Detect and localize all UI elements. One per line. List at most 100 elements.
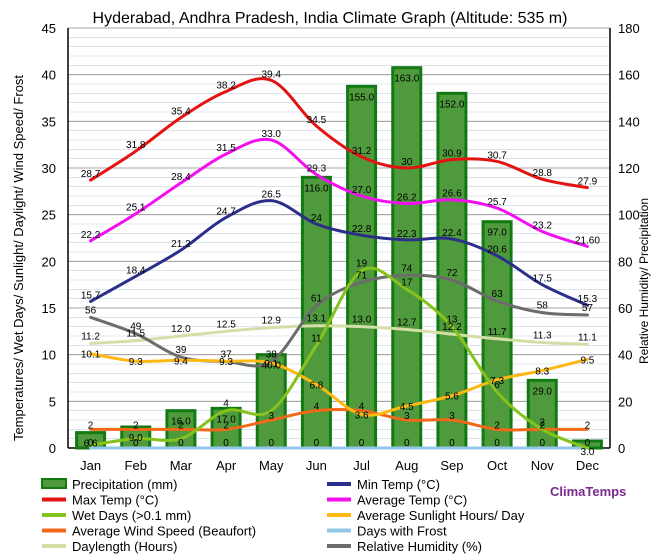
data-label-humidity: 57 xyxy=(582,303,594,314)
data-label-max: 31.8 xyxy=(126,140,146,151)
data-label-humidity: 72 xyxy=(446,268,458,279)
data-label-min: 15.7 xyxy=(81,290,101,301)
data-label-humidity: 71 xyxy=(356,270,368,281)
data-label-avg: 31.5 xyxy=(216,143,236,154)
data-label-sun: 9.3 xyxy=(219,357,233,368)
y-tick-label-right: 160 xyxy=(618,68,640,83)
legend-label-avg: Average Temp (°C) xyxy=(357,493,467,508)
data-label-wind: 2 xyxy=(88,420,94,431)
legend: Precipitation (mm) Min Temp (°C) Max Temp … xyxy=(41,477,525,554)
legend-label-frost: Days with Frost xyxy=(357,524,447,539)
data-label-max: 27.9 xyxy=(578,177,598,188)
data-label-min: 22.8 xyxy=(352,224,372,235)
data-label-sun: 10.1 xyxy=(81,350,101,361)
legend-label-precip: Precipitation (mm) xyxy=(72,477,177,492)
x-tick-label: Dec xyxy=(576,458,600,473)
data-label-daylength: 12.5 xyxy=(216,319,236,330)
data-label-frost: 0 xyxy=(359,438,365,449)
y-tick-label-left: 40 xyxy=(42,68,56,83)
data-label-wind: 3 xyxy=(268,411,274,422)
y-tick-label-right: 20 xyxy=(618,394,632,409)
data-label-wind: 2 xyxy=(539,420,545,431)
data-label-avg: 33.0 xyxy=(262,129,282,140)
data-label-precipitation: 40.0 xyxy=(262,361,282,372)
data-label-sun: 6.8 xyxy=(309,381,323,392)
data-label-min: 22.3 xyxy=(397,229,417,240)
data-label-avg: 25.7 xyxy=(487,197,507,208)
data-label-min: 26.5 xyxy=(262,190,282,201)
x-tick-label: Mar xyxy=(170,458,193,473)
data-label-frost: 0 xyxy=(178,438,184,449)
data-label-humidity: 61 xyxy=(311,294,323,305)
data-label-precipitation: 16.0 xyxy=(171,417,191,428)
y-tick-label-left: 15 xyxy=(42,301,56,316)
data-label-avg: 26.6 xyxy=(442,189,462,200)
data-label-max: 30.7 xyxy=(487,150,507,161)
data-label-wet: 19 xyxy=(356,259,368,270)
series-line-max xyxy=(89,77,589,190)
data-label-daylength: 12.2 xyxy=(442,322,462,333)
data-label-daylength: 13.0 xyxy=(352,315,372,326)
data-label-frost: 0 xyxy=(494,438,500,449)
x-tick-label: Nov xyxy=(531,458,555,473)
data-label-frost: 0 xyxy=(585,438,591,449)
data-label-wind: 4 xyxy=(314,402,320,413)
data-label-wet: 13 xyxy=(446,315,458,326)
y-tick-label-right: 80 xyxy=(618,254,632,269)
x-tick-label: Jun xyxy=(306,458,327,473)
data-label-frost: 0 xyxy=(539,438,545,449)
data-label-min: 18.4 xyxy=(126,265,146,276)
series-line-humidity xyxy=(89,273,589,368)
legend-label-min: Min Temp (°C) xyxy=(357,477,440,492)
data-label-humidity: 58 xyxy=(537,301,549,312)
data-label-wind: 3 xyxy=(449,411,455,422)
y-tick-label-left: 5 xyxy=(49,394,56,409)
data-label-precipitation: 116.0 xyxy=(304,183,329,194)
data-label-precipitation: 17.0 xyxy=(216,414,236,425)
data-label-frost: 0 xyxy=(268,438,274,449)
data-label-min: 21.2 xyxy=(171,239,191,250)
legend-label-max: Max Temp (°C) xyxy=(72,493,159,508)
data-label-max: 31.2 xyxy=(352,146,372,157)
x-tick-label: Jul xyxy=(353,458,370,473)
data-label-daylength: 11.7 xyxy=(488,327,507,338)
data-label-frost: 0 xyxy=(314,438,320,449)
data-label-frost: 0 xyxy=(449,438,455,449)
data-label-sun: 9.5 xyxy=(580,355,594,366)
data-label-wind: 2 xyxy=(494,420,500,431)
data-label-avg: 29.3 xyxy=(307,164,327,175)
y-tick-label-left: 0 xyxy=(49,441,56,456)
data-label-wind: 2 xyxy=(133,420,139,431)
data-label-min: 15.3 xyxy=(578,294,598,305)
data-label-precipitation: 152.0 xyxy=(439,99,464,110)
data-label-precipitation: 163.0 xyxy=(394,74,419,85)
data-label-frost: 0 xyxy=(88,438,94,449)
data-label-sun: 3.6 xyxy=(355,410,369,421)
data-label-avg: 26.2 xyxy=(397,192,417,203)
series-line-min xyxy=(89,199,589,307)
data-label-max: 30.9 xyxy=(442,149,462,160)
data-label-humidity: 38 xyxy=(266,350,278,361)
x-tick-label: Feb xyxy=(125,458,147,473)
axes: 0510152025303540450204060801001201401601… xyxy=(42,21,640,473)
data-label-precipitation: 9.0 xyxy=(129,433,143,444)
data-label-humidity: 63 xyxy=(492,289,504,300)
data-label-avg: 27.0 xyxy=(352,185,372,196)
data-label-wet: 11 xyxy=(311,333,322,344)
data-label-frost: 0 xyxy=(223,438,229,449)
series-line-wet xyxy=(89,266,589,450)
data-label-humidity: 37 xyxy=(221,350,233,361)
y-tick-label-right: 120 xyxy=(618,161,640,176)
y-tick-label-left: 35 xyxy=(42,114,56,129)
data-label-precipitation: 29.0 xyxy=(533,386,553,397)
precipitation-bar xyxy=(436,91,468,450)
y-tick-label-right: 140 xyxy=(618,114,640,129)
data-label-precipitation: 155.0 xyxy=(349,92,374,103)
data-label-precipitation: 3.0 xyxy=(580,447,594,458)
series-line-daylength xyxy=(89,324,589,346)
precipitation-bars xyxy=(75,66,603,450)
data-label-sun: 9.1 xyxy=(264,359,278,370)
legend-label-wet: Wet Days (>0.1 mm) xyxy=(72,508,191,523)
precipitation-bar xyxy=(391,66,423,450)
